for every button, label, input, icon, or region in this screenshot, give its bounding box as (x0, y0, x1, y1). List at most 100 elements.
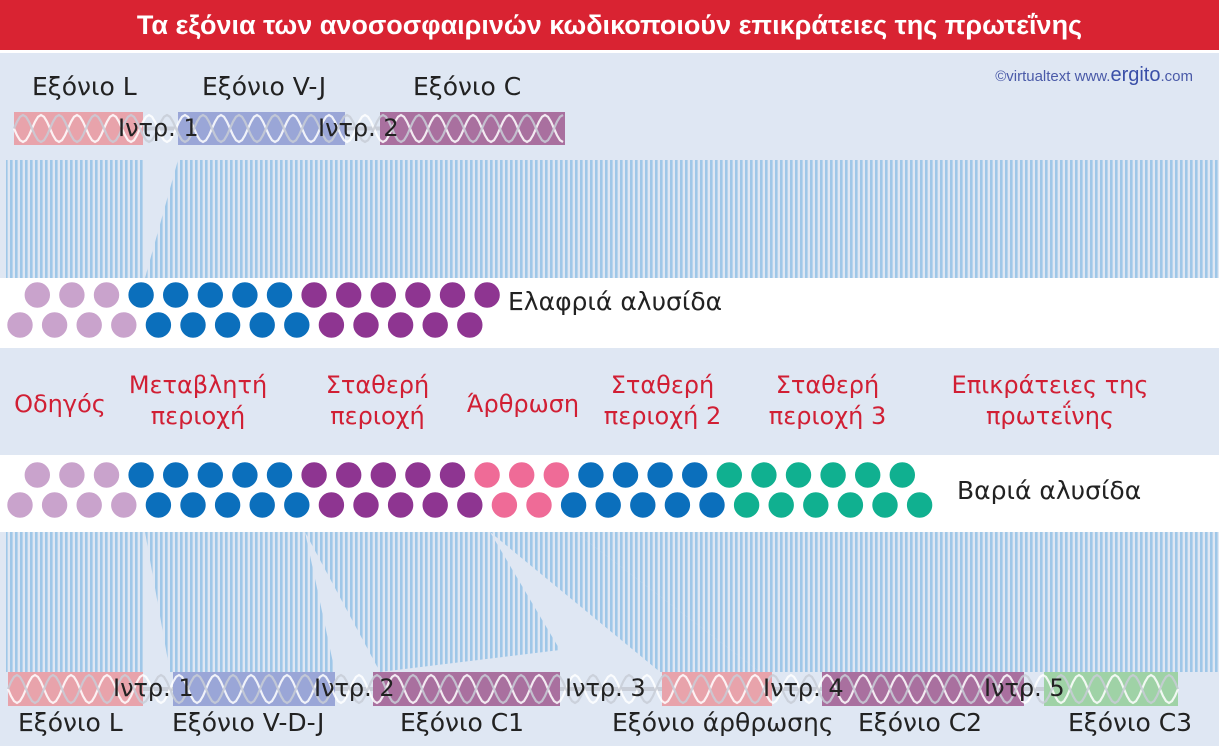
light-stripe-block (6, 160, 143, 278)
constant-2-bead (559, 490, 588, 520)
constant-bead (403, 460, 433, 490)
light-stripe-block (145, 160, 345, 278)
constant-bead (420, 310, 450, 340)
hinge-bead (472, 460, 502, 490)
heavy-stripe-block (145, 532, 335, 672)
leader-bead (109, 490, 139, 520)
constant-3-bead (714, 460, 744, 490)
leader-bead (22, 460, 52, 490)
leader-bead (92, 280, 121, 310)
leader-bead (40, 310, 69, 340)
constant-2-bead (593, 490, 623, 520)
credit: ©virtualtext www.ergito.com (995, 64, 1193, 87)
leader-bead (5, 490, 35, 520)
variable-bead (178, 490, 208, 520)
domain-constant: Σταθερή περιοχή (325, 371, 430, 430)
constant-bead (368, 460, 398, 490)
variable-bead (161, 280, 190, 310)
hinge-bead (507, 460, 537, 490)
heavy-intron-4-label: Ιντρ. 4 (763, 674, 844, 702)
constant-3-bead (853, 460, 883, 490)
leader-bead (92, 460, 121, 490)
variable-bead (144, 310, 173, 340)
variable-bead (178, 310, 208, 340)
light-intron-1-label: Ιντρ. 1 (118, 114, 199, 142)
variable-bead (247, 490, 277, 520)
leader-bead (57, 280, 87, 310)
light-chain-beads (5, 280, 502, 340)
constant-3-bead (732, 490, 761, 520)
variable-bead (247, 310, 277, 340)
leader-bead (109, 310, 139, 340)
constant-bead (334, 460, 364, 490)
constant-3-bead (887, 460, 917, 490)
heavy-mapping-stripes (6, 532, 1219, 672)
light-intron-2-label: Ιντρ. 2 (318, 114, 399, 142)
constant-bead (368, 280, 398, 310)
light-mapping-stripes (6, 160, 1219, 278)
constant-2-bead (576, 460, 606, 490)
heavy-exon-hinge-label: Εξόνιο άρθρωσης (612, 708, 834, 737)
constant-2-bead (697, 490, 727, 520)
constant-bead (438, 280, 467, 310)
variable-bead (213, 490, 242, 520)
constant-bead (420, 490, 450, 520)
heavy-chain-gene (6, 672, 1180, 706)
constant-bead (351, 490, 381, 520)
domain-constant-2: Σταθερή περιοχή 2 (603, 371, 722, 430)
page-title: Τα εξόνια των ανοσοσφαιρινών κωδικοποιού… (0, 0, 1219, 53)
domain-protein-domains: Επικράτειες της πρωτεΐνης (951, 371, 1149, 430)
variable-bead (282, 490, 312, 520)
heavy-chain-label: Βαριά αλυσίδα (957, 476, 1142, 505)
heavy-intron-1-label: Ιντρ. 1 (113, 674, 194, 702)
dna-strand (12, 113, 564, 144)
heavy-stripe-block (490, 532, 760, 672)
constant-3-bead (836, 490, 865, 520)
light-stripe-block (275, 160, 565, 278)
variable-bead (196, 460, 225, 490)
heavy-intron-5-label: Ιντρ. 5 (984, 674, 1065, 702)
heavy-exon-vdj-label: Εξόνιο V-D-J (172, 708, 325, 737)
leader-bead (74, 310, 104, 340)
constant-2-bead (645, 460, 675, 490)
variable-bead (230, 460, 260, 490)
dna-strand (6, 673, 1180, 705)
constant-3-bead (905, 490, 934, 520)
constant-bead (351, 310, 381, 340)
light-stripe-block (565, 160, 1219, 278)
leader-bead (74, 490, 104, 520)
hinge-bead (490, 490, 519, 520)
constant-2-bead (628, 490, 658, 520)
variable-bead (282, 310, 312, 340)
heavy-intron-2-label: Ιντρ. 2 (314, 674, 395, 702)
heavy-chain-beads (5, 460, 934, 520)
domain-hinge: Άρθρωση (466, 390, 580, 418)
constant-bead (386, 310, 415, 340)
constant-3-bead (870, 490, 900, 520)
dna-strand (12, 113, 564, 144)
constant-bead (438, 460, 467, 490)
light-chain-gene (12, 112, 565, 145)
credit-suffix: .com (1160, 68, 1193, 85)
light-exon-vj-label: Εξόνιο V-J (202, 72, 327, 101)
variable-bead (126, 280, 156, 310)
exon-block (822, 672, 1024, 706)
variable-bead (126, 460, 156, 490)
constant-3-bead (749, 460, 779, 490)
constant-bead (455, 310, 485, 340)
constant-bead (455, 490, 485, 520)
light-exon-l-label: Εξόνιο L (32, 72, 137, 101)
constant-bead (403, 280, 433, 310)
constant-bead (317, 490, 346, 520)
hinge-bead (524, 490, 554, 520)
dna-strand (6, 673, 1180, 705)
leader-bead (22, 280, 52, 310)
domain-variable: Μεταβλητή περιοχή (128, 371, 268, 430)
variable-bead (161, 460, 190, 490)
variable-bead (265, 460, 294, 490)
constant-2-bead (663, 490, 692, 520)
constant-bead (317, 310, 346, 340)
credit-prefix: ©virtualtext www. (995, 68, 1111, 85)
